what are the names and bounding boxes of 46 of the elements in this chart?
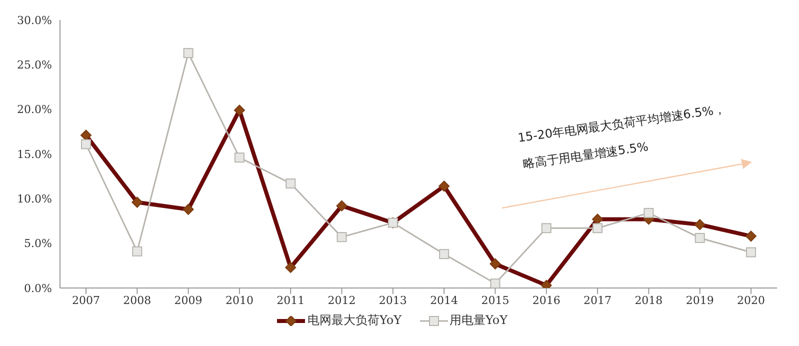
point	[182, 204, 194, 215]
point	[541, 223, 552, 234]
x-tick-label: 2017	[584, 294, 612, 307]
x-tick-label: 2011	[276, 294, 305, 307]
point	[336, 200, 348, 212]
point	[336, 232, 347, 242]
x-tick-label: 2008	[123, 294, 152, 307]
point	[183, 48, 194, 58]
point	[81, 139, 91, 150]
y-tick-label: 30.0%	[17, 14, 52, 27]
point	[694, 232, 705, 243]
point	[490, 278, 500, 288]
point	[286, 178, 296, 188]
point	[439, 249, 450, 260]
point	[132, 246, 142, 256]
x-tick-label: 2015	[481, 294, 510, 307]
x-tick-label: 2018	[634, 294, 663, 307]
point	[234, 152, 244, 163]
y-tick-label: 20.0%	[17, 103, 52, 116]
y-tick-label: 5.0%	[24, 237, 52, 250]
point	[746, 247, 756, 258]
point	[234, 104, 245, 116]
y-tick-label: 15.0%	[17, 148, 52, 161]
x-tick-label: 2010	[225, 294, 254, 307]
point	[644, 208, 654, 218]
point	[438, 180, 450, 192]
x-tick-label: 2013	[378, 294, 407, 307]
x-tick-label: 2012	[328, 294, 356, 307]
x-tick-label: 2020	[737, 294, 765, 307]
x-tick-label: 2019	[686, 294, 714, 307]
x-tick-label: 2014	[430, 294, 458, 307]
point	[490, 258, 501, 270]
point	[592, 223, 603, 234]
point	[694, 219, 706, 230]
x-tick-label: 2009	[174, 294, 202, 307]
legend-label: 用电量YoY	[450, 312, 508, 329]
point	[592, 214, 604, 225]
y-tick-label: 10.0%	[17, 192, 52, 206]
x-tick-label: 2007	[72, 294, 100, 307]
legend-label: 电网最大负荷YoY	[307, 312, 402, 329]
y-tick-label: 25.0%	[17, 58, 52, 72]
point	[132, 196, 143, 208]
point	[746, 230, 756, 242]
x-tick-label: 2016	[532, 294, 560, 307]
point	[285, 262, 296, 273]
y-tick-label: 0.0%	[24, 282, 52, 295]
